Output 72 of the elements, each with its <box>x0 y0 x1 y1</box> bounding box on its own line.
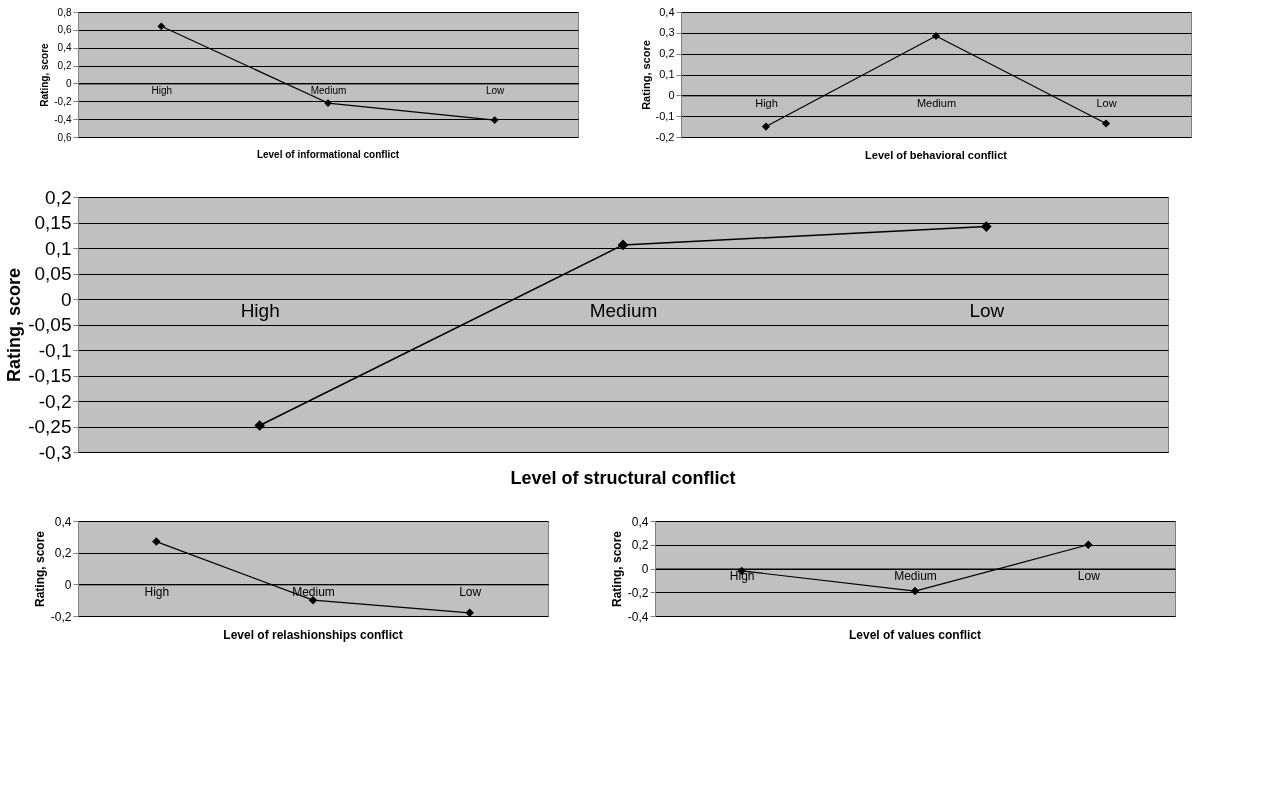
y-tick-label: -0,05 <box>28 314 72 335</box>
point <box>910 586 920 596</box>
x-tick-label: Low <box>1096 96 1117 109</box>
x-tick-label: High <box>729 569 755 583</box>
x-tick-label: High <box>240 299 280 321</box>
y-tick-label: 0 <box>668 88 675 101</box>
y-tick-label: 0,3 <box>659 26 675 39</box>
point <box>490 116 499 124</box>
point <box>931 31 941 41</box>
x-tick-label: Low <box>1077 569 1101 583</box>
y-tick-label: -0,2 <box>655 130 675 143</box>
y-tick-label: -0,2 <box>38 390 72 412</box>
x-axis-title: Level of structural conflict <box>510 468 736 488</box>
x-tick-label: Medium <box>292 584 335 599</box>
y-tick-label: -0,4 <box>54 113 72 125</box>
y-tick-label: -0,2 <box>50 609 72 624</box>
point <box>617 239 629 251</box>
point <box>761 122 771 131</box>
x-axis-title: Level of informational conflict <box>256 149 400 160</box>
x-tick-label: Medium <box>894 569 937 583</box>
x-tick-label: Medium <box>589 299 658 321</box>
x-tick-label: High <box>755 96 778 109</box>
y-tick-label: 0,2 <box>57 60 72 72</box>
y-tick-label: -0,4 <box>627 609 649 624</box>
y-tick-label: -0,25 <box>28 416 72 437</box>
y-axis-title: Rating, score <box>32 530 47 608</box>
y-tick-label: 0,2 <box>54 546 72 561</box>
y-axis-title: Rating, score <box>4 267 25 383</box>
y-tick-label: 0,6 <box>57 24 72 36</box>
y-tick-label: 0,1 <box>659 68 675 80</box>
x-axis-title: Level of values conflict <box>848 628 982 642</box>
y-axis-title: Rating, score <box>639 40 652 110</box>
y-tick-label: 0 <box>60 288 72 310</box>
y-tick-label: 0,4 <box>57 42 72 54</box>
x-tick-label: High <box>144 584 170 599</box>
x-tick-label: Low <box>969 299 1005 321</box>
y-tick-label: 0,1 <box>45 237 72 259</box>
point <box>152 537 161 546</box>
y-tick-label: 0,15 <box>34 212 72 233</box>
point <box>1084 540 1093 549</box>
y-tick-label: -0,1 <box>655 109 675 122</box>
y-axis-title: Rating, score <box>609 530 624 608</box>
x-axis-title: Level of relashionships conflict <box>223 628 403 642</box>
y-tick-label: 0 <box>641 562 649 576</box>
x-tick-label: Medium <box>310 84 347 96</box>
point <box>157 22 166 31</box>
y-tick-label: 0 <box>65 77 72 89</box>
y-tick-label: 0,4 <box>659 5 675 18</box>
x-tick-label: Low <box>485 84 506 96</box>
y-tick-label: 0,2 <box>631 538 649 553</box>
y-tick-label: 0,2 <box>659 47 675 60</box>
y-tick-label: -0,15 <box>28 365 72 386</box>
y-tick-label: 0,4 <box>54 514 72 529</box>
x-axis-title: Level of behavioral conflict <box>865 149 1008 161</box>
y-tick-label: 0,05 <box>34 263 72 284</box>
x-tick-label: Low <box>459 584 482 599</box>
y-tick-label: 0,2 <box>45 186 72 208</box>
y-tick-label: -0,2 <box>54 95 72 107</box>
point <box>1101 119 1111 128</box>
point <box>254 420 266 431</box>
y-tick-label: 0,6 <box>57 131 72 143</box>
point <box>308 595 318 605</box>
y-axis-title: Rating, score <box>39 42 51 107</box>
y-tick-label: 0 <box>64 577 72 592</box>
point <box>980 221 992 232</box>
x-tick-label: Medium <box>916 96 957 109</box>
y-tick-label: 0,8 <box>57 6 72 18</box>
x-tick-label: High <box>151 84 173 96</box>
y-tick-label: -0,3 <box>38 441 72 463</box>
y-tick-label: -0,1 <box>38 339 72 361</box>
y-tick-label: 0,4 <box>631 514 649 529</box>
y-tick-label: -0,2 <box>627 585 649 600</box>
